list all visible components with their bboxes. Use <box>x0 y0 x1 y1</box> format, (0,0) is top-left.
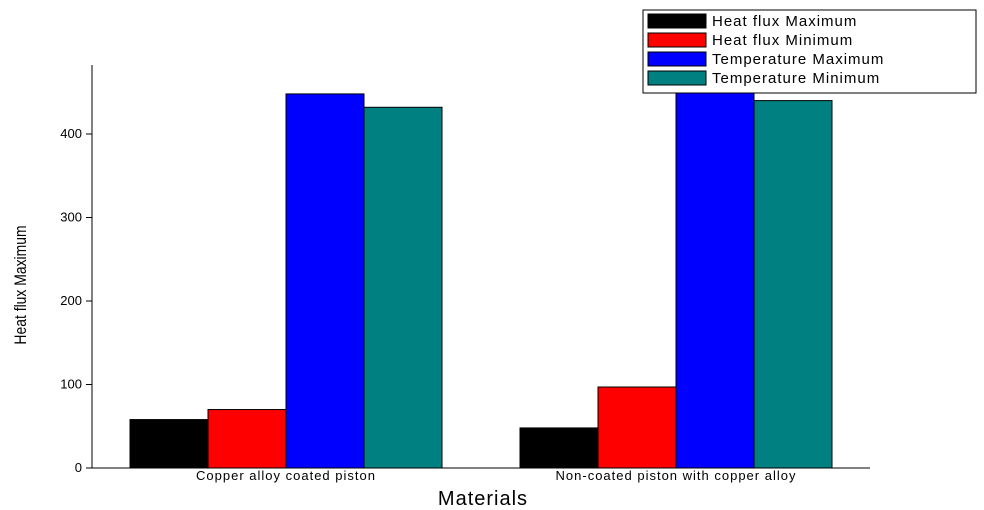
bar-heat-flux-minimum-1 <box>597 386 677 469</box>
y-tick-label: 300 <box>60 210 82 225</box>
y-tick-label: 0 <box>75 460 82 475</box>
y-tick-label: 100 <box>60 377 82 392</box>
legend-label: Heat flux Maximum <box>712 13 857 30</box>
x-category-label: Non-coated piston with copper alloy <box>556 468 797 483</box>
legend-swatch <box>647 13 707 29</box>
bar-temperature-maximum-1 <box>675 91 755 469</box>
bar-temperature-maximum-0 <box>285 93 365 469</box>
bar-temperature-minimum-0 <box>363 106 443 469</box>
x-category-label: Copper alloy coated piston <box>196 468 376 483</box>
bars-group <box>129 91 833 469</box>
legend-swatch <box>647 32 707 48</box>
legend: Heat flux Maximum Heat flux Minimum Temper… <box>642 9 977 94</box>
legend-swatch <box>647 70 707 86</box>
legend-swatch <box>647 51 707 67</box>
axes-group <box>91 65 870 469</box>
bar-heat-flux-maximum-0 <box>129 419 209 469</box>
y-tick-label: 200 <box>60 293 82 308</box>
bar-heat-flux-maximum-1 <box>519 427 599 469</box>
y-ticks-group: 0 100 200 300 400 <box>60 126 92 475</box>
legend-label: Temperature Maximum <box>712 51 884 68</box>
x-category-labels: Copper alloy coated piston Non-coated pis… <box>196 468 797 483</box>
x-axis-title: Materials <box>438 488 528 510</box>
y-axis-title: Heat flux Maximum <box>12 225 31 344</box>
legend-label: Temperature Minimum <box>712 70 880 87</box>
legend-label: Heat flux Minimum <box>712 32 853 49</box>
y-tick-label: 400 <box>60 126 82 141</box>
bar-temperature-minimum-1 <box>753 100 833 469</box>
bar-heat-flux-minimum-0 <box>207 409 287 469</box>
